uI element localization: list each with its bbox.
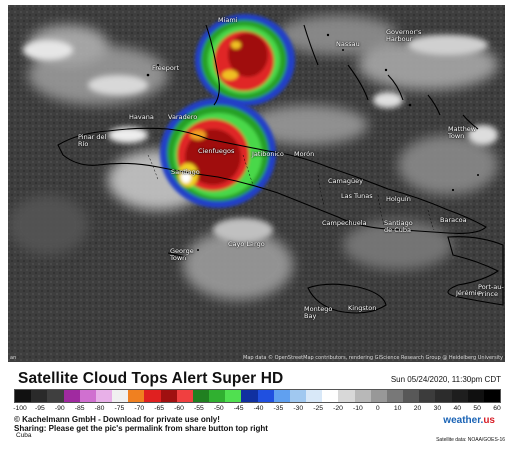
color-swatch bbox=[241, 390, 258, 402]
scale-tick-label: 10 bbox=[393, 405, 402, 412]
scale-tick-label: -30 bbox=[293, 405, 304, 412]
color-swatch bbox=[467, 390, 484, 402]
timestamp: Sun 05/24/2020, 11:30pm CDT bbox=[390, 375, 501, 384]
color-scale-labels: -100 -95 -90 -85 -80 -75 -70 -65 -60 -55 -50 -45 -40… bbox=[10, 405, 505, 414]
color-swatch bbox=[31, 390, 48, 402]
city-label-freeport: Freeport bbox=[152, 64, 180, 72]
copyright-notice: © Kachelmann GmbH - Download for private… bbox=[14, 415, 220, 424]
logo-main-text: weather. bbox=[443, 415, 484, 426]
color-swatch bbox=[403, 390, 420, 402]
color-swatch bbox=[354, 390, 371, 402]
city-label-port-au-prince: Port-au- Prince bbox=[478, 283, 504, 298]
scale-tick-label: -55 bbox=[193, 405, 204, 412]
scale-tick-label: 40 bbox=[453, 405, 462, 412]
color-swatch bbox=[289, 390, 307, 402]
color-swatch bbox=[79, 390, 96, 402]
scale-tick-label: -20 bbox=[333, 405, 343, 412]
scale-tick-label: -75 bbox=[114, 405, 125, 412]
color-swatch bbox=[160, 390, 177, 402]
scale-tick-label: -60 bbox=[174, 405, 184, 412]
scale-tick-label: -40 bbox=[253, 405, 264, 412]
city-label-cayo-largo: Cayo Largo bbox=[228, 240, 265, 248]
color-swatch bbox=[273, 390, 290, 402]
scale-tick-label: 0 bbox=[375, 405, 380, 412]
color-swatch bbox=[306, 390, 323, 402]
color-swatch bbox=[370, 390, 387, 402]
city-label-baracoa: Baracoa bbox=[440, 216, 467, 224]
color-swatch bbox=[386, 390, 404, 402]
city-label-cienfuegos: Cienfuegos bbox=[198, 147, 235, 155]
color-swatch bbox=[257, 390, 274, 402]
city-label-havana: Havana bbox=[129, 113, 154, 121]
scale-tick-label: -70 bbox=[134, 405, 145, 412]
region-label: Cuba bbox=[16, 432, 32, 439]
city-label-varadero: Varadero bbox=[168, 113, 198, 121]
chart-title: Satellite Cloud Tops Alert Super HD bbox=[18, 370, 284, 387]
color-swatch bbox=[225, 390, 242, 402]
scale-tick-label: -10 bbox=[352, 405, 363, 412]
scale-tick-label: -90 bbox=[54, 405, 65, 412]
city-label-pinar-del-rio: Pinar del Río bbox=[78, 133, 107, 148]
city-label-las-tunas: Las Tunas bbox=[341, 192, 373, 200]
color-swatch bbox=[322, 390, 339, 402]
color-swatch bbox=[435, 390, 452, 402]
city-label-governors-harbour: Governor's Harbour bbox=[386, 28, 422, 43]
logo-accent-text: us bbox=[483, 415, 495, 426]
city-label-campechuela: Campechuela bbox=[322, 219, 367, 227]
city-label-camaguey: Camagüey bbox=[328, 177, 363, 185]
scale-tick-label: 60 bbox=[493, 405, 501, 412]
scale-tick-label: -100 bbox=[13, 405, 27, 412]
satellite-source: Satellite data: NOAA/GOES-16 bbox=[436, 437, 505, 443]
color-swatch bbox=[47, 390, 64, 402]
satellite-map[interactable]: Miami Governor's Harbour Nassau Freeport… bbox=[8, 5, 505, 362]
city-label-montego-bay: Montego Bay bbox=[304, 305, 333, 320]
city-label-miami: Miami bbox=[218, 16, 238, 24]
color-swatch bbox=[144, 390, 161, 402]
map-corner-mark: an bbox=[10, 355, 17, 361]
city-label-jatibonico: Jatibonico bbox=[252, 150, 284, 158]
scale-tick-label: -85 bbox=[74, 405, 85, 412]
color-swatch bbox=[451, 390, 468, 402]
color-swatch bbox=[112, 390, 129, 402]
sharing-notice: Sharing: Please get the pic's permalink … bbox=[14, 424, 268, 433]
color-swatch bbox=[483, 390, 501, 402]
color-swatch bbox=[338, 390, 355, 402]
scale-tick-label: -65 bbox=[154, 405, 165, 412]
color-swatch bbox=[128, 390, 145, 402]
color-swatch bbox=[63, 390, 80, 402]
city-label-santiago: Santiago bbox=[171, 168, 200, 176]
scale-tick-label: -25 bbox=[313, 405, 324, 412]
color-swatch bbox=[176, 390, 193, 402]
city-label-nassau: Nassau bbox=[336, 40, 360, 48]
city-label-santiago-de-cuba: Santiago de Cuba bbox=[384, 219, 413, 234]
color-swatch bbox=[419, 390, 436, 402]
map-attribution[interactable]: Map data © OpenStreetMap contributors, r… bbox=[243, 355, 503, 361]
city-label-matthew-town: Matthew Town bbox=[448, 125, 477, 140]
weather-us-logo[interactable]: weather.us bbox=[443, 415, 495, 426]
city-label-holguin: Holguín bbox=[386, 195, 411, 203]
scale-tick-label: -95 bbox=[34, 405, 45, 412]
color-swatch bbox=[15, 390, 32, 402]
color-swatch bbox=[95, 390, 113, 402]
scale-tick-label: 50 bbox=[473, 405, 481, 412]
satellite-imagery bbox=[8, 5, 505, 362]
city-label-moron: Morón bbox=[294, 150, 315, 158]
scale-tick-label: -35 bbox=[273, 405, 284, 412]
color-scale-bar bbox=[14, 389, 501, 403]
city-label-kingston: Kingston bbox=[348, 304, 377, 312]
scale-tick-label: -80 bbox=[94, 405, 105, 412]
city-label-george-town: George Town bbox=[170, 247, 194, 262]
scale-tick-label: 30 bbox=[433, 405, 442, 412]
color-swatch bbox=[209, 390, 226, 402]
scale-tick-label: -50 bbox=[213, 405, 224, 412]
scale-tick-label: -45 bbox=[233, 405, 244, 412]
color-swatch bbox=[192, 390, 210, 402]
city-label-jeremie: Jérémie bbox=[456, 289, 481, 297]
scale-tick-label: 20 bbox=[413, 405, 422, 412]
